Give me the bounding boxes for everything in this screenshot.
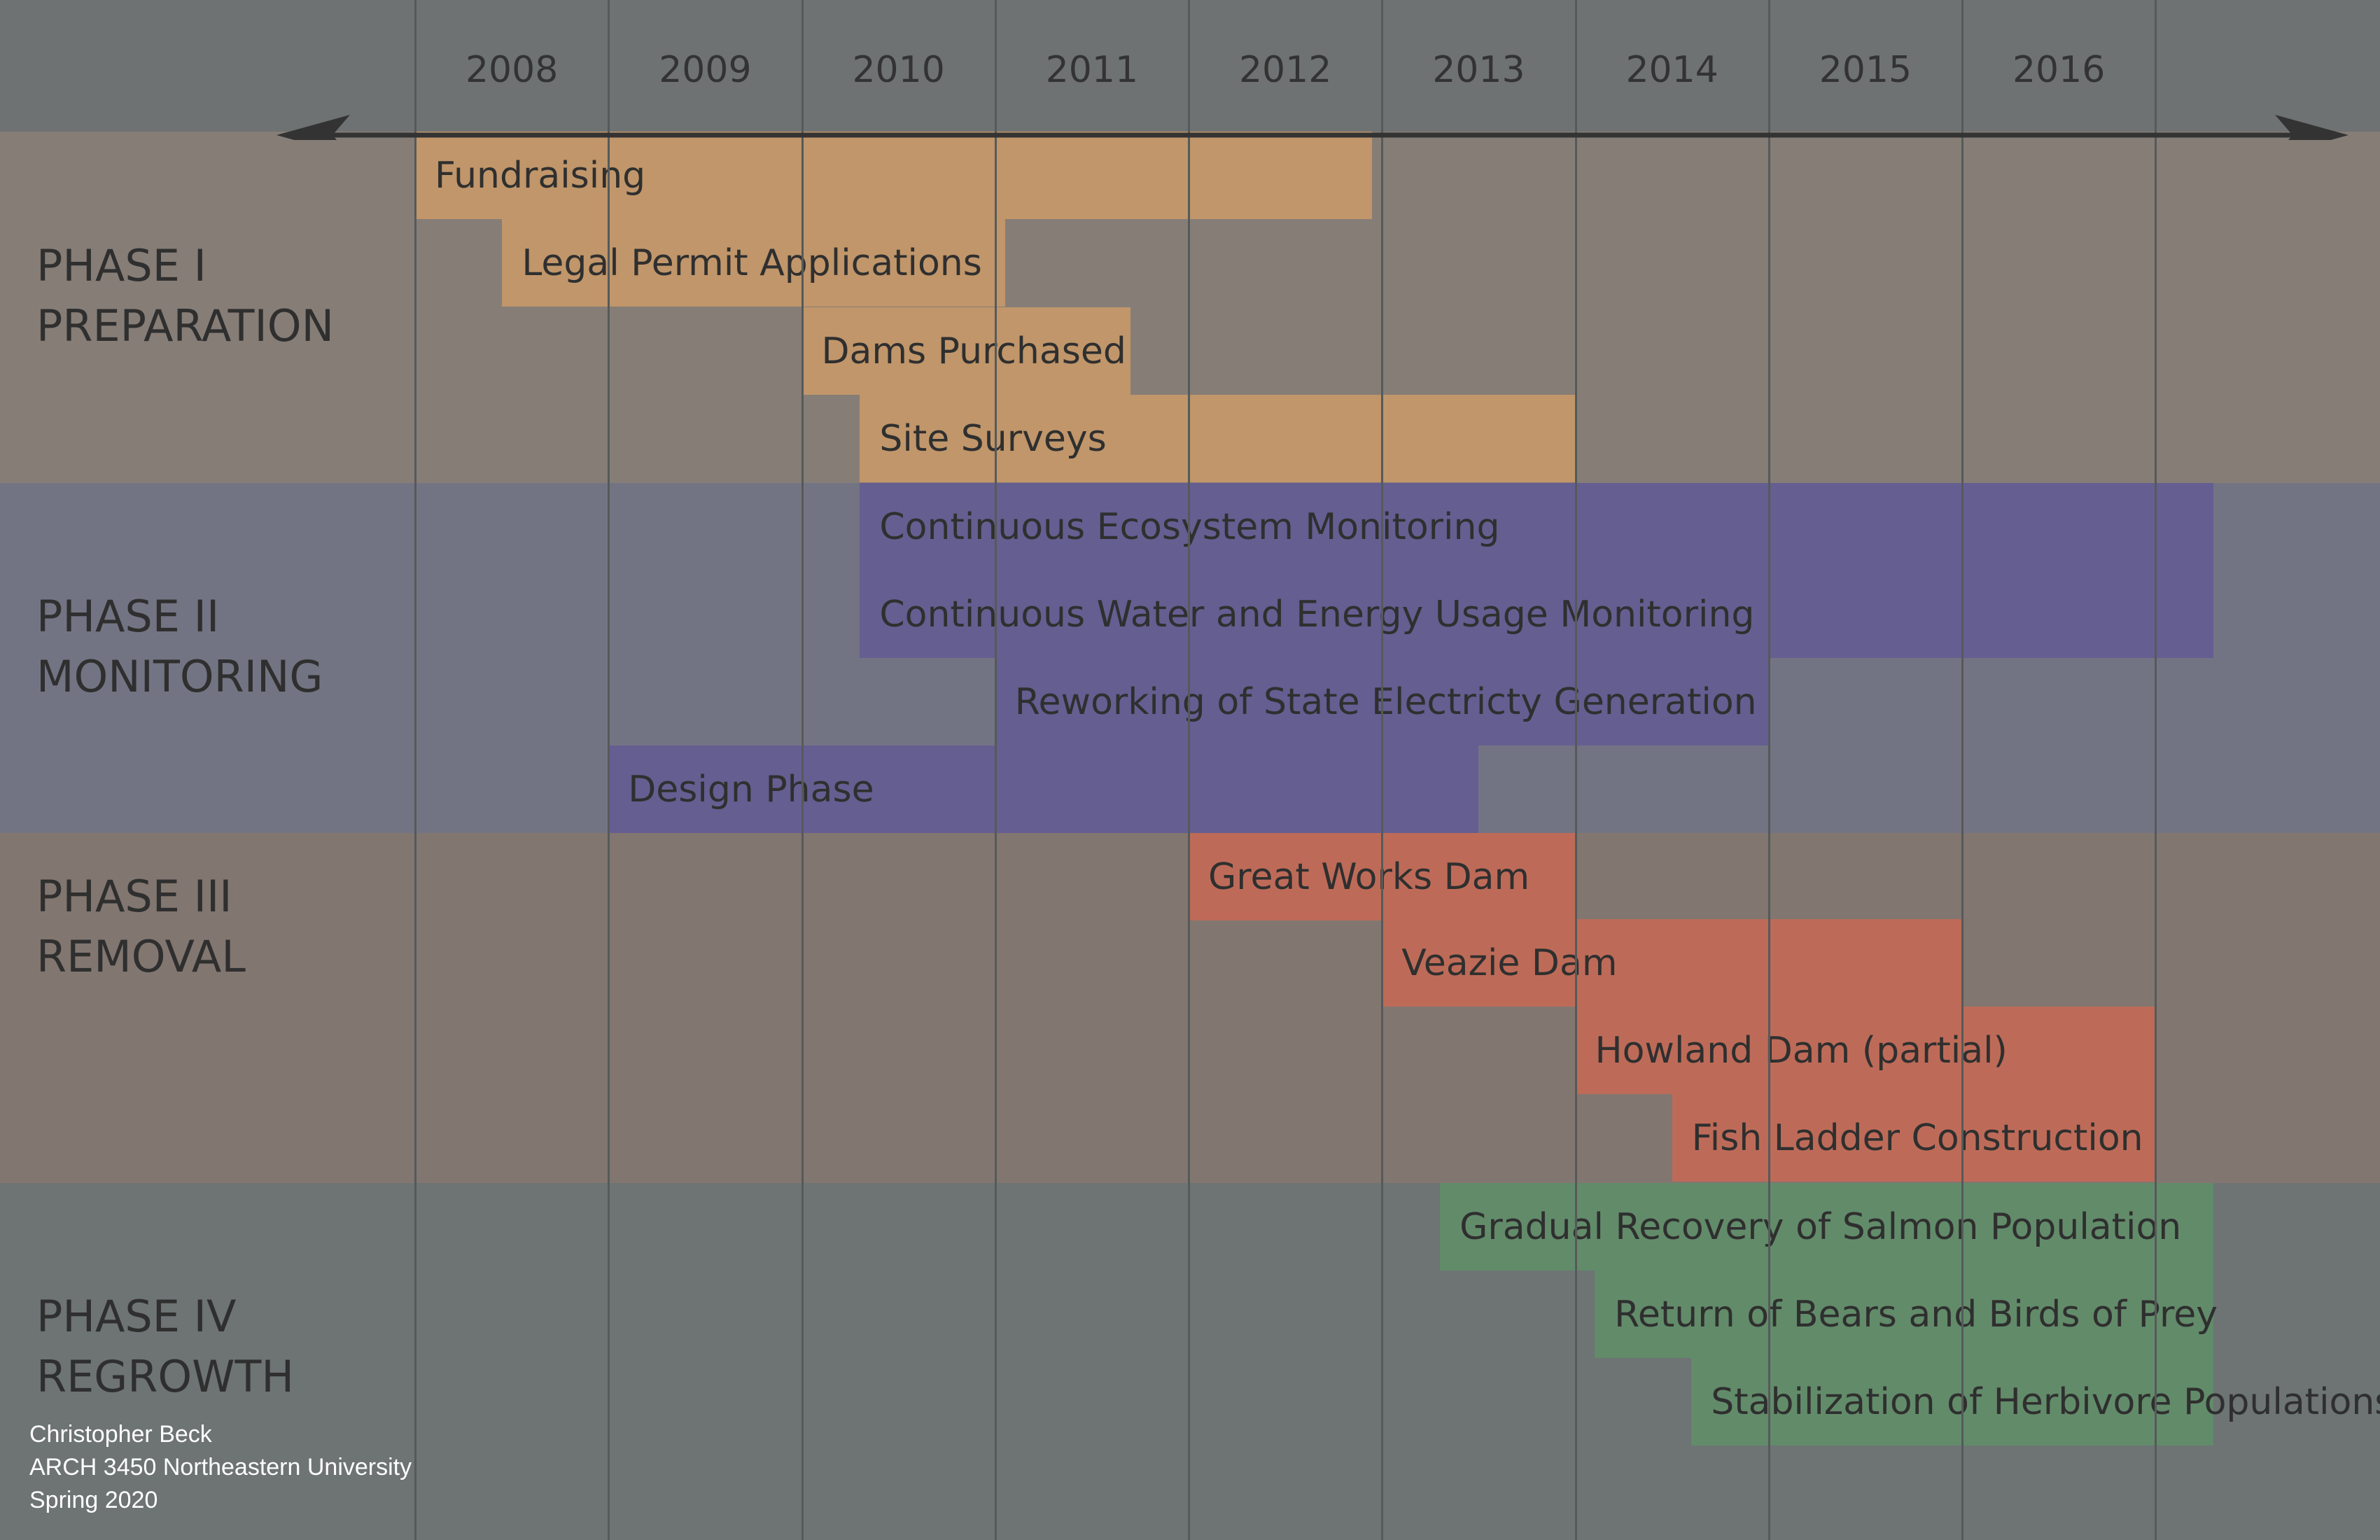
year-label: 2010 <box>852 49 945 91</box>
task-bar: Dams Purchased <box>802 307 1131 395</box>
task-bar: Stabilization of Herbivore Populations <box>1691 1358 2380 1446</box>
task-label: Fish Ladder Construction <box>1691 1116 2143 1159</box>
task-label: Return of Bears and Birds of Prey <box>1614 1293 2218 1336</box>
credit-term: Spring 2020 <box>29 1487 158 1513</box>
task-label: Reworking of State Electricty Generation <box>1014 680 1757 723</box>
phase-label-line2: PREPARATION <box>36 300 334 351</box>
author-credit: Christopher Beck ARCH 3450 Northeastern … <box>29 1418 412 1517</box>
task-bar: Legal Permit Applications <box>502 219 1005 307</box>
task-label: Continuous Water and Energy Usage Monito… <box>879 593 1755 636</box>
phase-label-regrowth: PHASE IV REGROWTH <box>36 1287 294 1407</box>
phase-label-line2: REGROWTH <box>36 1351 294 1402</box>
task-bar: Site Surveys <box>860 395 1576 482</box>
year-gridline <box>994 0 997 1540</box>
phase-label-line2: REMOVAL <box>36 931 246 982</box>
task-label: Veazie Dam <box>1401 941 1618 984</box>
task-label: Legal Permit Applications <box>522 241 982 284</box>
year-gridline <box>1188 0 1190 1540</box>
year-gridline <box>414 0 416 1540</box>
arrow-left-head <box>276 115 350 140</box>
year-gridline <box>1574 0 1577 1540</box>
year-gridline <box>1768 0 1770 1540</box>
phase-label-line1: PHASE I <box>36 240 206 291</box>
phase-label-line1: PHASE IV <box>36 1291 237 1342</box>
task-label: Stabilization of Herbivore Populations <box>1711 1380 2380 1423</box>
task-bar: Fundraising <box>415 132 1373 219</box>
task-bar: Fish Ladder Construction <box>1672 1094 2156 1182</box>
year-gridline <box>608 0 610 1540</box>
credit-author: Christopher Beck <box>29 1421 212 1448</box>
task-bar: Continuous Water and Energy Usage Monito… <box>860 570 2214 658</box>
phase-label-line1: PHASE III <box>36 871 232 922</box>
arrow-right-head <box>2275 115 2348 140</box>
phase-label-monitoring: PHASE II MONITORING <box>36 587 323 707</box>
timeline-arrow <box>276 115 2348 140</box>
task-label: Site Surveys <box>879 417 1107 460</box>
task-label: Great Works Dam <box>1208 855 1530 898</box>
task-label: Dams Purchased <box>821 330 1126 372</box>
task-label: Gradual Recovery of Salmon Population <box>1460 1205 2182 1248</box>
year-label: 2013 <box>1432 49 1525 91</box>
year-label: 2014 <box>1625 49 1718 91</box>
year-label: 2012 <box>1238 49 1332 91</box>
task-bar: Howland Dam (partial) <box>1575 1007 2156 1094</box>
credit-course: ARCH 3450 Northeastern University <box>29 1454 412 1480</box>
header-strip <box>0 0 2380 132</box>
phase-label-preparation: PHASE I PREPARATION <box>36 236 334 356</box>
year-gridline <box>2155 0 2157 1540</box>
year-label: 2011 <box>1045 49 1139 91</box>
task-bar: Design Phase <box>608 746 1479 833</box>
task-bar: Continuous Ecosystem Monitoring <box>860 483 2214 570</box>
task-bar: Veazie Dam <box>1382 919 1962 1007</box>
year-label: 2016 <box>2012 49 2106 91</box>
year-label: 2009 <box>659 49 752 91</box>
phase-label-line1: PHASE II <box>36 591 220 642</box>
task-label: Design Phase <box>628 768 874 811</box>
task-label: Howland Dam (partial) <box>1595 1029 2008 1072</box>
year-label: 2015 <box>1819 49 1912 91</box>
year-gridline <box>1961 0 1963 1540</box>
year-label: 2008 <box>465 49 559 91</box>
task-bar: Return of Bears and Birds of Prey <box>1595 1270 2218 1358</box>
phase-label-line2: MONITORING <box>36 651 323 702</box>
year-gridline <box>801 0 804 1540</box>
year-gridline <box>1381 0 1384 1540</box>
phase-label-removal: PHASE III REMOVAL <box>36 867 246 987</box>
task-label: Fundraising <box>435 154 646 197</box>
task-bar: Gradual Recovery of Salmon Population <box>1440 1183 2214 1270</box>
